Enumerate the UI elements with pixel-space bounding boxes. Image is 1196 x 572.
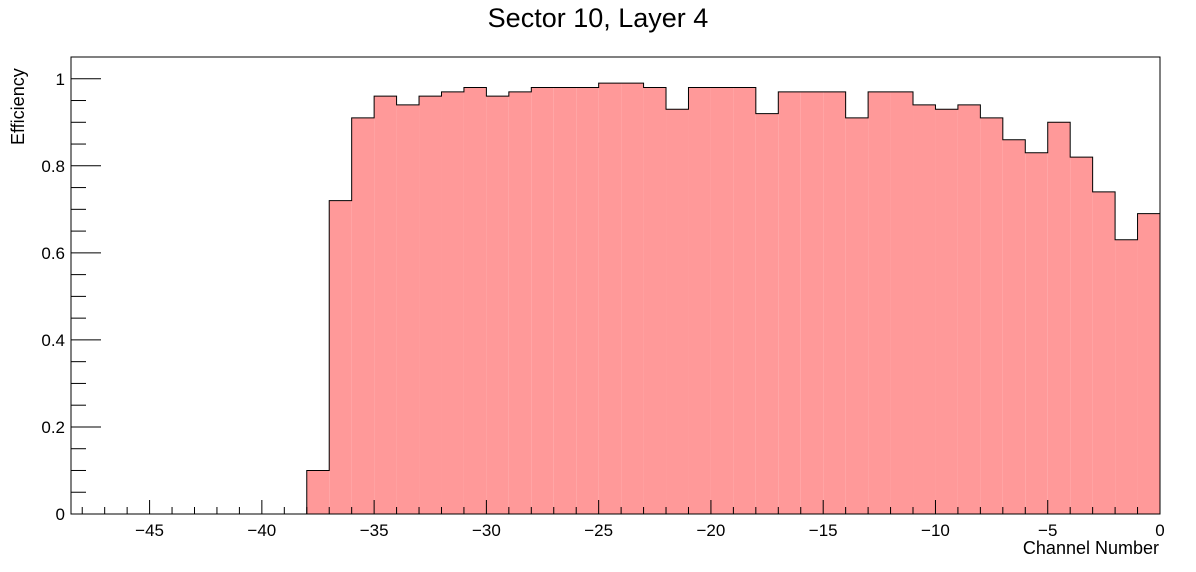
x-tick-label: −5 [1038,521,1057,540]
histogram-bar [531,87,554,514]
histogram-bar [598,83,622,514]
histogram-bars [71,82,1160,515]
y-tick-label: 1 [56,70,65,89]
histogram-bar [643,87,667,514]
chart-title: Sector 10, Layer 4 [488,3,709,33]
histogram-bar [733,87,756,514]
x-axis-label: Channel Number [1023,538,1159,558]
x-tick-label: −15 [809,521,838,540]
histogram-bar [621,83,644,514]
histogram-bar [845,117,869,514]
histogram-bar [913,104,936,514]
y-axis-label: Efficiency [8,68,28,145]
histogram-bar [553,87,577,514]
histogram-outline [71,82,1160,515]
histogram-bar [935,109,958,514]
x-tick-label: −35 [360,521,389,540]
x-tick-label: −20 [697,521,726,540]
histogram-bar [374,96,397,515]
histogram-bar [688,87,711,514]
y-tick-label: 0.6 [41,244,65,263]
y-axis-ticks: 0 0.2 0.4 0.6 0.8 1 [41,70,101,524]
y-tick-label: 0.8 [41,157,65,176]
histogram-bar [1115,239,1138,515]
x-axis-ticks: −45 −40 −35 −30 −25 −20 −15 −10 −5 0 [81,500,1165,540]
histogram-bar [755,113,779,514]
plot-frame [70,56,1161,515]
histogram-bar [306,470,330,514]
histogram-bar [1025,152,1048,514]
y-tick-label: 0.4 [41,331,65,350]
histogram-bar [329,200,352,514]
histogram-bar [1002,139,1026,514]
histogram-bar [868,91,891,515]
y-tick-label: 0.2 [41,418,65,437]
histogram-bar [778,91,801,515]
histogram-bar [1092,191,1116,514]
histogram-bar [1070,157,1093,514]
histogram-bar [441,91,464,515]
histogram-bar [890,91,914,515]
x-tick-label: −25 [584,521,613,540]
x-tick-label: −40 [247,521,276,540]
y-tick-label: 0 [56,505,65,524]
x-tick-label: −30 [472,521,501,540]
histogram-bar [800,91,824,515]
histogram-bar [576,87,599,514]
histogram-bar [823,91,846,515]
histogram-bar [486,96,509,515]
histogram-bar [666,109,689,514]
histogram-bar [463,87,487,514]
x-tick-label: −45 [135,521,164,540]
histogram-bar [351,117,375,514]
histogram-bar [1047,122,1071,515]
histogram-bar [508,91,532,515]
histogram-bar [396,104,420,514]
histogram-bar [980,117,1003,514]
histogram-bar [1137,213,1160,514]
x-tick-label: −10 [921,521,950,540]
histogram-bar [957,104,981,514]
histogram-bar [419,96,442,515]
histogram-bar [710,87,734,514]
x-tick-label: 0 [1155,521,1164,540]
